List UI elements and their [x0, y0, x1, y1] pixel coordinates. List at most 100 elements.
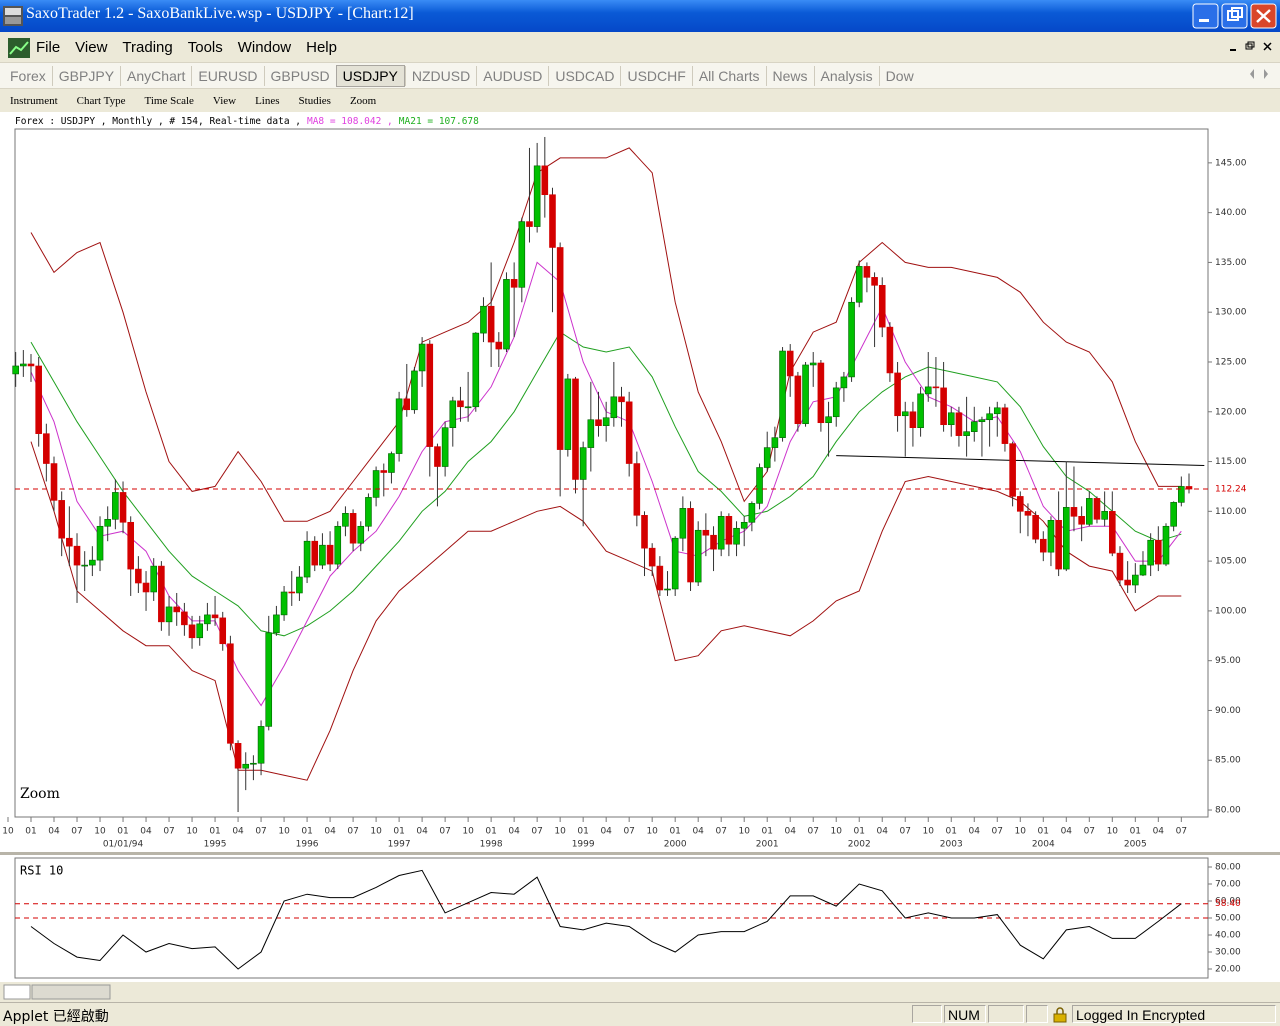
toolbar-item[interactable]: Time Scale	[144, 94, 194, 107]
candle-body	[472, 332, 480, 408]
candle-body	[403, 398, 411, 411]
candle-body	[1024, 511, 1032, 516]
candle-body	[963, 431, 970, 436]
tab[interactable]: All Charts	[691, 65, 766, 86]
y-tick-label: 130.00	[1215, 308, 1247, 318]
candle-body	[932, 386, 940, 389]
candle-body	[986, 413, 993, 421]
scroll-thumb[interactable]	[31, 984, 111, 1000]
x-tick-label: 04	[508, 827, 520, 837]
menu-item[interactable]: Trading	[122, 39, 173, 56]
chart-toolbar: Instrument Chart Type Time Scale View Lines S…	[0, 90, 1280, 111]
ma21-label: MA21 = 107.678	[399, 116, 479, 127]
tab[interactable]: NZDUSD	[404, 65, 476, 86]
toolbar-item[interactable]: Instrument	[10, 94, 58, 107]
x-tick-label: 01	[669, 827, 680, 837]
window-buttons[interactable]	[1192, 3, 1277, 29]
candle-body	[802, 364, 809, 425]
tab-scroll[interactable]	[1248, 68, 1272, 80]
candle-body	[211, 614, 219, 619]
candle-body	[127, 521, 135, 570]
candle-body	[81, 564, 88, 567]
candle-body	[495, 341, 503, 350]
tab[interactable]: AUDUSD	[476, 65, 548, 86]
tab[interactable]: EURUSD	[191, 65, 263, 86]
year-label: 2005	[1124, 840, 1147, 850]
x-tick-label: 07	[900, 827, 911, 837]
candle-body	[687, 508, 694, 583]
x-tick-label: 07	[163, 827, 174, 837]
candle-body	[625, 401, 633, 464]
candle-body	[556, 247, 564, 450]
y-tick-label: 95.00	[1215, 656, 1241, 666]
x-tick-label: 01	[946, 827, 957, 837]
toolbar-item[interactable]: View	[212, 94, 237, 107]
x-tick-label: 01	[25, 827, 36, 837]
candle-body	[679, 508, 687, 539]
candle-body	[50, 463, 58, 501]
title-bar: SaxoTrader 1.2 - SaxoBankLive.wsp - USDJ…	[0, 0, 1280, 32]
x-tick-label: 04	[784, 827, 796, 837]
y-tick-label: 100.00	[1215, 606, 1247, 616]
x-tick-label: 10	[94, 827, 106, 837]
candle-body	[73, 545, 81, 566]
candle-body	[786, 350, 794, 377]
tab[interactable]: Forex	[10, 67, 46, 84]
x-tick-label: 10	[831, 827, 843, 837]
candle-body	[265, 632, 273, 727]
candle-body	[733, 527, 740, 545]
year-label: 1999	[572, 840, 595, 850]
tab[interactable]: GBPUSD	[263, 65, 336, 86]
candle-body	[280, 591, 288, 616]
rsi-y-tick-label: 80.00	[1215, 863, 1241, 873]
tab[interactable]: USDCAD	[548, 65, 620, 86]
menu-icon	[8, 37, 30, 58]
candle-body	[204, 614, 211, 625]
candle-body	[173, 606, 181, 613]
scroll-button[interactable]	[3, 984, 31, 1000]
menu-item[interactable]: Window	[237, 39, 292, 56]
mdi-buttons[interactable]	[1226, 40, 1276, 56]
y-tick-label: 145.00	[1215, 158, 1247, 168]
lock-icon	[1053, 1007, 1067, 1023]
candle-body	[1162, 525, 1170, 565]
candle-body	[43, 433, 50, 464]
candle-body	[648, 547, 656, 567]
candle-body	[181, 611, 188, 626]
candle-body	[832, 387, 840, 418]
tab[interactable]: USDJPY	[335, 64, 405, 87]
menu-item[interactable]: View	[75, 39, 108, 56]
menu-item[interactable]: Tools	[187, 39, 223, 56]
tab[interactable]: News	[765, 65, 814, 86]
y-tick-label: 85.00	[1215, 756, 1241, 766]
tab[interactable]: Dow	[878, 65, 920, 86]
menu-item[interactable]: Help	[306, 39, 337, 56]
x-tick-label: 04	[324, 827, 336, 837]
candle-body	[296, 576, 303, 594]
candle-body	[610, 396, 618, 419]
candle-body	[1047, 519, 1055, 553]
tab[interactable]: USDCHF	[620, 65, 691, 86]
year-label: 01/01/94	[103, 840, 144, 850]
candle-body	[641, 515, 648, 549]
toolbar-item[interactable]: Zoom	[349, 94, 377, 107]
toolbar-item[interactable]: Chart Type	[76, 94, 126, 107]
x-tick-label: 04	[48, 827, 60, 837]
toolbar-item[interactable]: Lines	[255, 94, 280, 107]
candle-body	[947, 412, 955, 426]
tab[interactable]: AnyChart	[120, 65, 191, 86]
candle-body	[671, 537, 679, 590]
candle-body	[940, 387, 947, 426]
candle-body	[924, 386, 932, 395]
menu-item[interactable]: File	[36, 39, 61, 56]
candle-body	[541, 165, 549, 196]
toolbar-item[interactable]: Studies	[298, 94, 331, 107]
x-tick-label: 07	[623, 827, 634, 837]
candle-body	[993, 407, 1001, 415]
tab[interactable]: Analysis	[813, 65, 879, 86]
candle-body	[587, 419, 595, 448]
scrollbar[interactable]	[0, 982, 1280, 1002]
candle-body	[418, 343, 426, 372]
tab[interactable]: GBPJPY	[51, 65, 120, 86]
